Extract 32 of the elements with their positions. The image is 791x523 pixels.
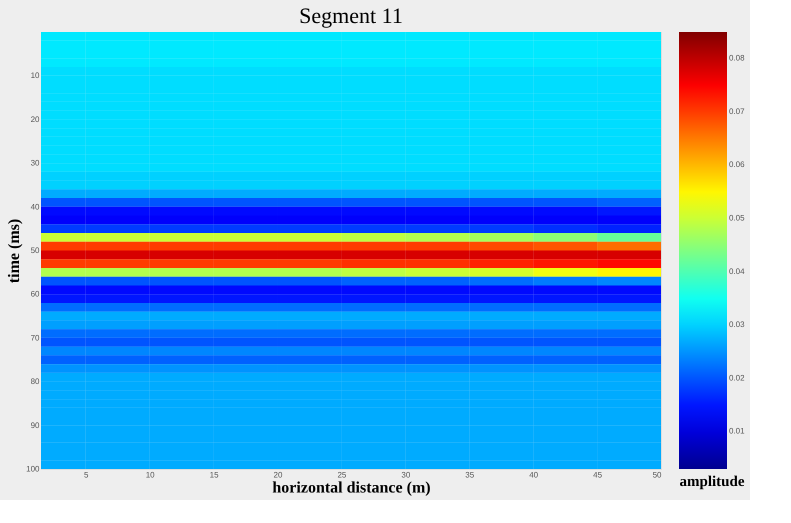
x-tick-label: 25 bbox=[337, 470, 347, 480]
y-axis-title: time (ms) bbox=[6, 218, 24, 284]
x-tick-label: 35 bbox=[465, 470, 475, 480]
color-bar-label: 0.05 bbox=[729, 214, 746, 223]
x-tick-label: 50 bbox=[652, 470, 662, 480]
y-tick-label: 90 bbox=[30, 420, 40, 430]
y-tick-label: 100 bbox=[26, 464, 40, 474]
color-bar-label: 0.07 bbox=[729, 106, 746, 116]
x-tick-label: 15 bbox=[210, 470, 220, 480]
x-tick-label: 20 bbox=[274, 470, 283, 480]
color-bar-title: amplitude bbox=[679, 474, 745, 490]
x-tick-label: 5 bbox=[84, 470, 90, 480]
x-axis-title: horizontal distance (m) bbox=[272, 480, 431, 496]
y-tick-label: 30 bbox=[30, 158, 40, 168]
y-tick-label: 20 bbox=[30, 114, 40, 124]
x-tick-label: 40 bbox=[529, 470, 539, 480]
color-bar-label: 0.08 bbox=[729, 54, 746, 63]
x-tick-label: 30 bbox=[401, 470, 411, 480]
y-tick-label: 40 bbox=[30, 202, 40, 212]
color-bar-label: 0.03 bbox=[729, 320, 746, 330]
color-bar-label: 0.06 bbox=[729, 160, 746, 170]
color-bar-label: 0.04 bbox=[729, 266, 746, 276]
x-tick-label: 45 bbox=[593, 470, 603, 480]
chart-title: Segment 11 bbox=[299, 3, 403, 28]
color-bar-label: 0.01 bbox=[729, 426, 746, 436]
x-tick-label: 10 bbox=[146, 470, 156, 480]
y-tick-label: 50 bbox=[30, 246, 40, 255]
y-tick-label: 60 bbox=[30, 290, 40, 299]
y-tick-label: 70 bbox=[30, 333, 40, 342]
color-bar-label: 0.02 bbox=[729, 373, 746, 382]
y-tick-label: 80 bbox=[30, 377, 40, 386]
y-tick-label: 10 bbox=[30, 71, 40, 80]
